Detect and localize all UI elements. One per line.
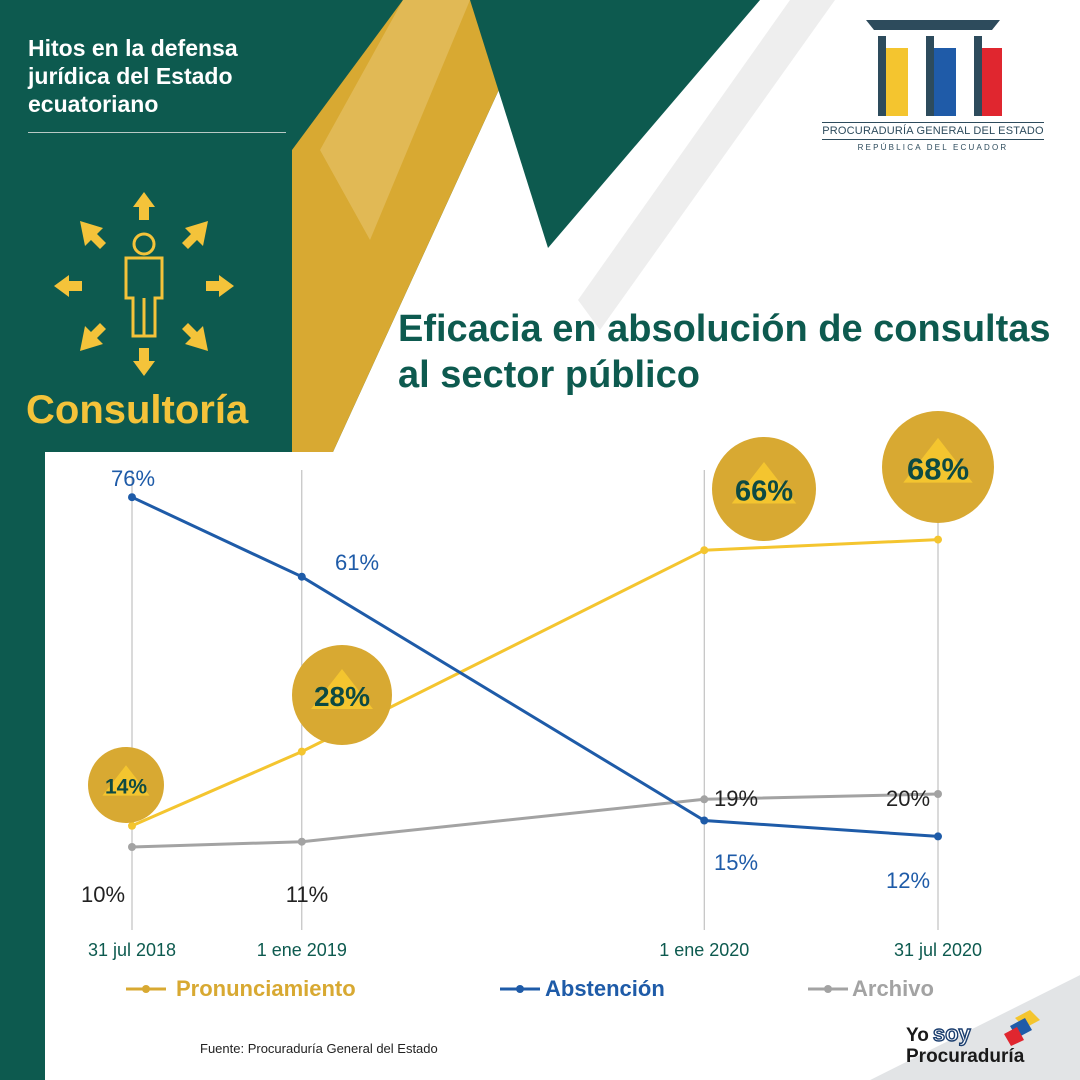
data-point <box>700 546 709 555</box>
data-label: 20% <box>886 786 930 811</box>
data-label: 15% <box>714 850 758 875</box>
data-label: 10% <box>81 882 125 907</box>
data-point <box>934 790 942 798</box>
data-label: 19% <box>714 786 758 811</box>
x-tick-label: 1 ene 2020 <box>659 940 749 960</box>
teal-strip <box>0 452 45 1080</box>
data-label: 28% <box>314 681 370 712</box>
teal-triangle <box>470 0 760 248</box>
data-label: 14% <box>105 775 147 798</box>
data-point <box>934 832 942 841</box>
chart-title-text: Eficacia en absolución de consultas al s… <box>398 308 1051 396</box>
series-line <box>131 538 939 828</box>
data-point <box>934 535 942 544</box>
logo-name: PROCURADURÍA GENERAL DEL ESTADO <box>822 122 1044 140</box>
x-tick-label: 31 jul 2020 <box>894 940 982 960</box>
legend-entry: Pronunciamiento <box>176 976 356 1001</box>
data-label: 61% <box>335 550 379 575</box>
data-label: 11% <box>286 882 328 907</box>
badge-triangle-icon <box>731 461 797 504</box>
data-point <box>297 747 306 756</box>
x-tick-label: 1 ene 2019 <box>257 940 347 960</box>
series-line <box>131 495 939 838</box>
legend-entry: Abstención <box>545 976 665 1001</box>
data-label: 12% <box>886 868 930 893</box>
source-note: Fuente: Procuraduría General del Estado <box>200 1041 438 1056</box>
data-point <box>297 837 306 846</box>
data-point <box>700 795 709 804</box>
brand-soy: soy <box>932 1021 971 1046</box>
legend-entry: Archivo <box>852 976 934 1001</box>
badge-triangle-icon <box>102 765 150 796</box>
data-label: 76% <box>111 466 155 491</box>
series-line <box>131 792 939 849</box>
light-stripe <box>578 0 835 330</box>
brand-logo: Yo soy Procuraduría <box>906 1021 1025 1067</box>
data-point <box>128 843 136 851</box>
header-divider <box>28 132 286 133</box>
badge-triangle-icon <box>311 669 373 709</box>
badge-triangle-icon <box>903 437 973 483</box>
section-label: Consultoría <box>26 388 249 432</box>
legend-marker <box>516 985 524 993</box>
x-tick-label: 31 jul 2018 <box>88 940 176 960</box>
plot-area <box>45 452 1080 1080</box>
legend-marker <box>824 985 832 993</box>
brand-yo: Yo <box>906 1025 929 1046</box>
brand-procuraduria: Procuraduría <box>906 1046 1025 1067</box>
data-point <box>700 816 709 825</box>
logo-subtitle: REPÚBLICA DEL ECUADOR <box>857 143 1009 152</box>
header-title: Hitos en la defensa jurídica del Estado … <box>28 35 238 117</box>
data-point <box>128 493 136 502</box>
gold-highlight <box>320 0 470 240</box>
data-point <box>297 572 306 581</box>
data-point <box>128 821 136 830</box>
data-label: 68% <box>907 451 969 486</box>
data-label: 66% <box>735 475 793 507</box>
chart-title: Eficacia en absolución de consultas al s… <box>398 306 1080 398</box>
legend-marker <box>142 985 150 993</box>
